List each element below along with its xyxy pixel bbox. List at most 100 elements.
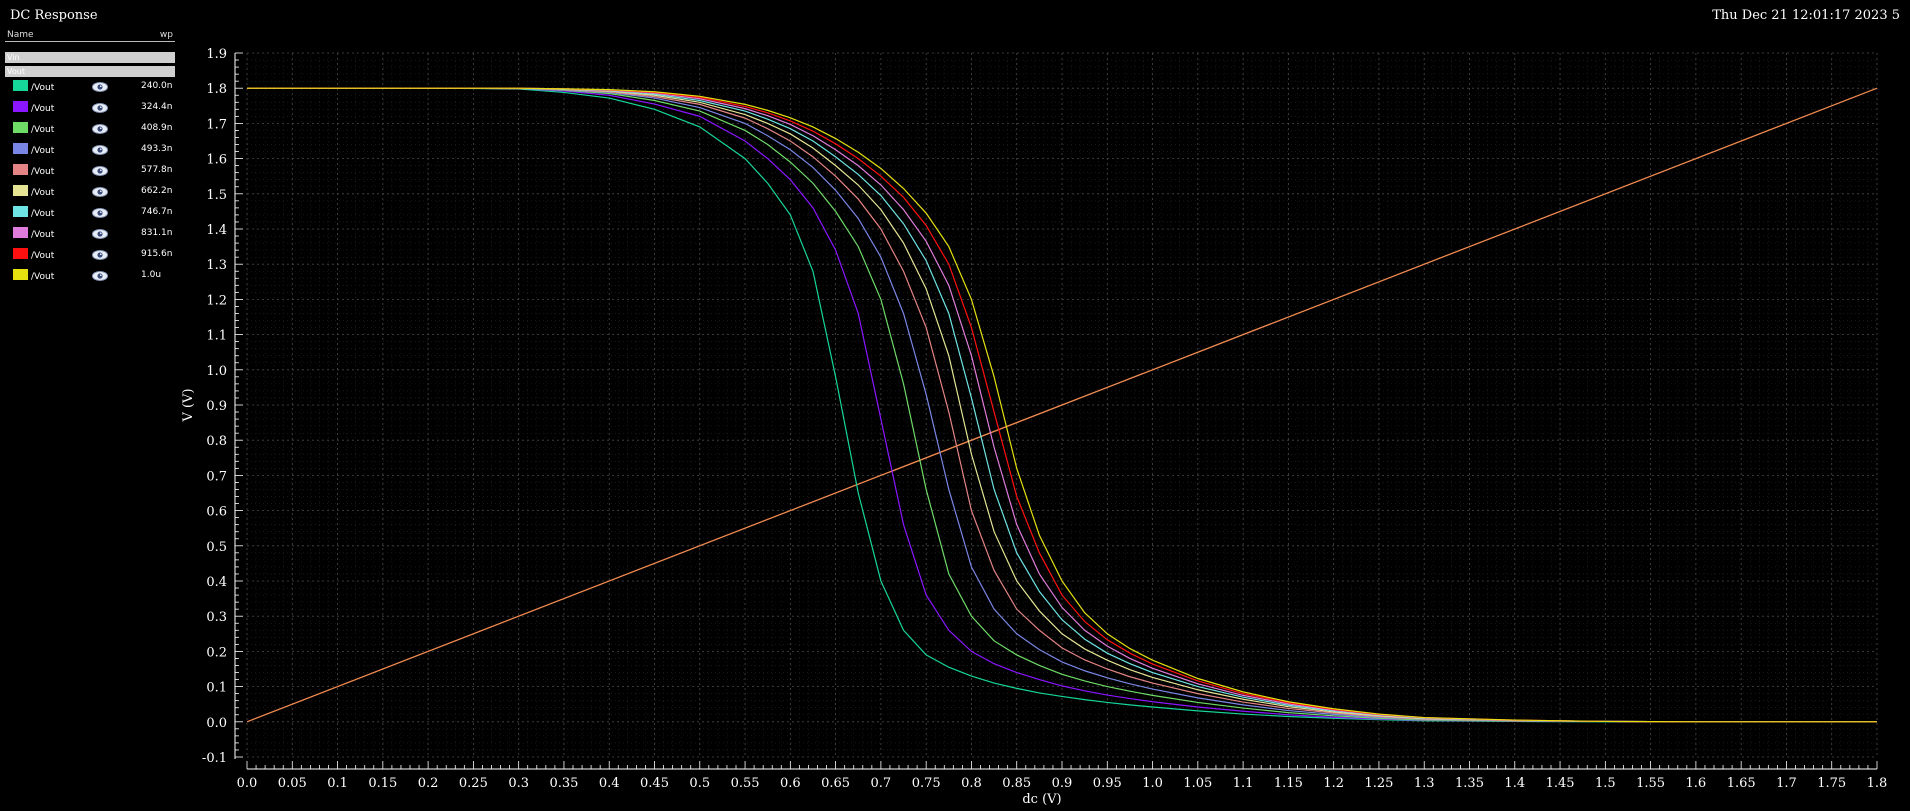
legend-color-swatch bbox=[13, 185, 28, 196]
eye-icon[interactable] bbox=[91, 80, 109, 94]
x-tick-label: 1.0 bbox=[1142, 776, 1163, 791]
legend-item[interactable]: /Vout 915.6n bbox=[5, 245, 175, 266]
y-tick-label: 1.6 bbox=[206, 153, 227, 168]
x-tick-label: 1.8 bbox=[1867, 776, 1888, 791]
legend-item-value: 577.8n bbox=[141, 165, 173, 175]
y-tick-label: 0.4 bbox=[206, 575, 227, 590]
x-tick-label: 0.8 bbox=[961, 776, 982, 791]
x-tick-label: 1.75 bbox=[1817, 776, 1846, 791]
series-line-vout bbox=[247, 87, 1877, 723]
legend-color-swatch bbox=[13, 122, 28, 133]
legend-item-name: /Vout bbox=[31, 83, 55, 93]
legend-item[interactable]: /Vout 408.9n bbox=[5, 119, 175, 140]
legend-item-name: /Vout bbox=[31, 251, 55, 261]
x-tick-label: 0.3 bbox=[508, 776, 529, 791]
legend-item-value: 240.0n bbox=[141, 81, 173, 91]
legend-item[interactable]: /Vout 493.3n bbox=[5, 140, 175, 161]
y-tick-label: 0.8 bbox=[206, 434, 227, 449]
y-tick-label: 0.7 bbox=[206, 469, 227, 484]
x-tick-label: 1.25 bbox=[1364, 776, 1393, 791]
series-line-vin bbox=[246, 87, 1878, 723]
y-tick-label: 1.0 bbox=[206, 364, 227, 379]
datetime-stamp: Thu Dec 21 12:01:17 2023 5 bbox=[1712, 8, 1900, 23]
eye-icon[interactable] bbox=[91, 227, 109, 241]
series-line-vout bbox=[247, 87, 1877, 723]
x-tick-label: 1.55 bbox=[1636, 776, 1665, 791]
legend-color-swatch bbox=[13, 101, 28, 112]
x-tick-label: 1.15 bbox=[1274, 776, 1303, 791]
eye-icon[interactable] bbox=[91, 248, 109, 262]
eye-icon[interactable] bbox=[91, 206, 109, 220]
y-tick-label: 0.3 bbox=[206, 610, 227, 625]
legend-header-param: wp bbox=[159, 30, 173, 40]
y-tick-label: 0.0 bbox=[206, 716, 227, 731]
x-tick-label: 1.4 bbox=[1504, 776, 1525, 791]
eye-icon[interactable] bbox=[91, 101, 109, 115]
legend-item[interactable]: /Vout 831.1n bbox=[5, 224, 175, 245]
x-tick-label: 1.35 bbox=[1455, 776, 1484, 791]
legend-group-vout[interactable]: Vout bbox=[5, 66, 175, 77]
y-tick-label: 1.7 bbox=[206, 117, 227, 132]
legend-item-value: 831.1n bbox=[141, 228, 173, 238]
y-tick-label: 0.5 bbox=[206, 540, 227, 555]
legend-color-swatch bbox=[13, 143, 28, 154]
y-tick-label: -0.1 bbox=[202, 751, 227, 766]
legend-item-value: 746.7n bbox=[141, 207, 173, 217]
x-tick-label: 1.05 bbox=[1183, 776, 1212, 791]
legend-group-vin[interactable]: Vin bbox=[5, 52, 175, 63]
eye-icon[interactable] bbox=[91, 143, 109, 157]
legend-color-swatch bbox=[13, 206, 28, 217]
x-tick-label: 0.05 bbox=[278, 776, 307, 791]
eye-icon[interactable] bbox=[91, 164, 109, 178]
legend-item-value: 662.2n bbox=[141, 186, 173, 196]
eye-icon[interactable] bbox=[91, 269, 109, 283]
x-tick-label: 1.5 bbox=[1595, 776, 1616, 791]
y-tick-label: 1.1 bbox=[206, 329, 227, 344]
legend-item-name: /Vout bbox=[31, 188, 55, 198]
y-tick-label: 0.9 bbox=[206, 399, 227, 414]
x-tick-label: 1.7 bbox=[1776, 776, 1797, 791]
y-tick-label: 0.6 bbox=[206, 505, 227, 520]
y-tick-label: 1.9 bbox=[206, 47, 227, 62]
x-tick-label: 0.9 bbox=[1052, 776, 1073, 791]
legend-color-swatch bbox=[13, 80, 28, 91]
legend-item-name: /Vout bbox=[31, 146, 55, 156]
y-tick-label: 0.1 bbox=[206, 681, 227, 696]
x-tick-label: 1.45 bbox=[1546, 776, 1575, 791]
x-tick-label: 0.1 bbox=[327, 776, 348, 791]
legend-item[interactable]: /Vout 577.8n bbox=[5, 161, 175, 182]
x-tick-label: 0.7 bbox=[871, 776, 892, 791]
legend-color-swatch bbox=[13, 227, 28, 238]
eye-icon[interactable] bbox=[91, 122, 109, 136]
x-tick-label: 1.2 bbox=[1323, 776, 1344, 791]
y-tick-label: 1.5 bbox=[206, 188, 227, 203]
eye-icon[interactable] bbox=[91, 185, 109, 199]
y-tick-label: 0.2 bbox=[206, 645, 227, 660]
window-title: DC Response bbox=[10, 8, 98, 23]
legend-color-swatch bbox=[13, 164, 28, 175]
x-tick-label: 0.4 bbox=[599, 776, 620, 791]
legend-color-swatch bbox=[13, 248, 28, 259]
legend-item[interactable]: /Vout 324.4n bbox=[5, 98, 175, 119]
x-axis-label: dc (V) bbox=[1022, 792, 1061, 807]
legend-item[interactable]: /Vout 746.7n bbox=[5, 203, 175, 224]
x-tick-label: 0.6 bbox=[780, 776, 801, 791]
y-tick-label: 1.8 bbox=[206, 82, 227, 97]
legend-item[interactable]: /Vout 662.2n bbox=[5, 182, 175, 203]
x-tick-label: 1.3 bbox=[1414, 776, 1435, 791]
legend-item-value: 324.4n bbox=[141, 102, 173, 112]
legend-items: /Vout 240.0n/Vout 324.4n/Vout 408.9n/Vout 49… bbox=[5, 77, 175, 287]
series-line-vout bbox=[247, 87, 1877, 723]
x-tick-label: 0.25 bbox=[459, 776, 488, 791]
y-tick-label: 1.2 bbox=[206, 293, 227, 308]
legend-item-value: 408.9n bbox=[141, 123, 173, 133]
x-tick-label: 0.85 bbox=[1002, 776, 1031, 791]
legend-item-name: /Vout bbox=[31, 104, 55, 114]
x-tick-label: 0.15 bbox=[368, 776, 397, 791]
legend-item[interactable]: /Vout 1.0u bbox=[5, 266, 175, 287]
x-tick-label: 1.65 bbox=[1727, 776, 1756, 791]
y-tick-label: 1.3 bbox=[206, 258, 227, 273]
series-line-vout bbox=[247, 87, 1877, 723]
legend-item[interactable]: /Vout 240.0n bbox=[5, 77, 175, 98]
